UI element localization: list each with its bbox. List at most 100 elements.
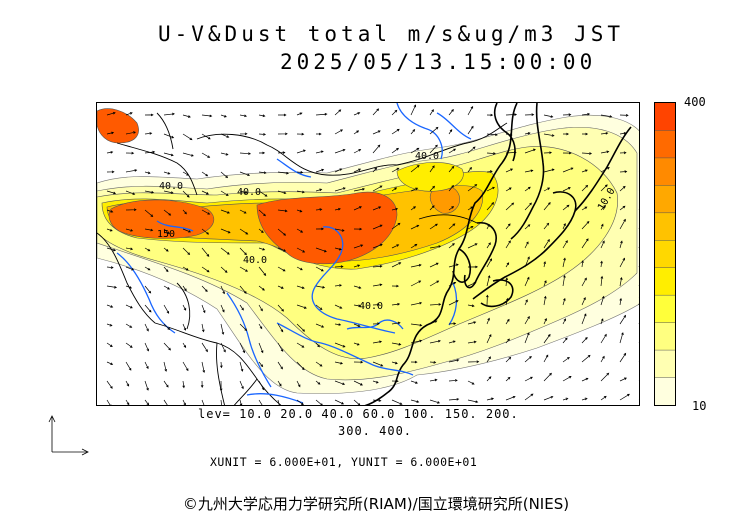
wind-arrow [239, 190, 248, 194]
wind-arrow [429, 245, 442, 249]
wind-arrow [372, 361, 384, 367]
wind-arrow [619, 218, 626, 230]
wind-arrow [410, 129, 416, 135]
wind-arrow [581, 152, 593, 155]
wind-arrow [239, 285, 247, 294]
wind-arrow [410, 280, 422, 287]
wind-arrow [429, 223, 438, 230]
wind-arrow [201, 342, 208, 353]
wind-arrow [410, 187, 419, 192]
wind-arrow [315, 323, 325, 328]
contour-levels-line1: lev= 10.0 20.0 40.0 60.0 100. 150. 200. [198, 407, 519, 421]
wind-arrow [638, 115, 639, 116]
wind-arrow [239, 399, 243, 405]
wind-arrow [315, 266, 324, 272]
wind-arrow [125, 304, 133, 309]
wind-arrow [296, 342, 305, 348]
wind-arrow [372, 283, 383, 287]
wind-arrow [334, 323, 342, 326]
wind-arrow [277, 190, 287, 195]
wind-arrow [106, 170, 115, 174]
wind-arrow [296, 132, 305, 136]
wind-arrow [619, 240, 623, 249]
wind-arrow [258, 380, 265, 391]
wind-vectors [106, 104, 639, 405]
contour-levels-line2: 300. 400. [338, 424, 413, 438]
wind-arrow [334, 284, 343, 287]
wind-arrow [334, 342, 346, 348]
wind-arrow [638, 361, 639, 362]
wind-arrow [467, 146, 476, 154]
wind-arrow [182, 152, 194, 157]
wind-arrow [334, 265, 344, 268]
wind-arrow [410, 339, 423, 344]
wind-arrow [239, 228, 249, 235]
wind-arrow [391, 284, 400, 288]
wind-arrow [448, 165, 455, 173]
wind-arrow [429, 378, 438, 382]
wind-arrow [182, 190, 190, 198]
wind-arrow [315, 285, 326, 289]
wind-arrow [277, 151, 286, 154]
wind-arrow [505, 187, 512, 192]
wind-arrow [201, 114, 213, 118]
contour-label: 40.0 [415, 151, 439, 162]
wind-arrow [163, 133, 175, 139]
wind-arrow [524, 276, 530, 287]
wind-arrow [448, 340, 456, 344]
wind-arrow [258, 133, 267, 136]
contour-label: 40.0 [243, 255, 267, 266]
wind-arrow [543, 133, 555, 137]
wind-arrow [182, 380, 186, 389]
wind-arrow [619, 113, 629, 117]
wind-arrow [429, 262, 439, 268]
wind-arrow [106, 285, 118, 289]
wind-arrow [201, 266, 210, 273]
wind-arrow [429, 339, 441, 344]
wind-arrow [334, 129, 344, 135]
wind-arrow [524, 332, 530, 344]
wind-arrow [524, 356, 532, 363]
wind-arrow [562, 113, 572, 117]
wind-arrow [163, 171, 171, 175]
wind-arrow [581, 313, 587, 325]
wind-arrow [239, 380, 244, 390]
wind-arrow [334, 187, 346, 192]
wind-arrow [163, 342, 172, 351]
wind-arrow [581, 220, 590, 230]
wind-arrow [334, 399, 345, 405]
dust-map: 40.0 40.0 150 40.0 40.0 40.0 10.0 [96, 102, 640, 406]
dust-level-200-northwest [97, 108, 139, 144]
wind-arrow [258, 323, 263, 330]
wind-arrow [220, 304, 225, 313]
wind-arrow [334, 228, 345, 232]
color-scale-swatch [655, 267, 675, 296]
wind-arrow [638, 322, 639, 324]
wind-arrow [524, 169, 534, 173]
wind-arrow [144, 150, 156, 154]
wind-arrow [277, 304, 284, 312]
wind-arrow [372, 243, 383, 249]
wind-arrow [220, 171, 229, 179]
wind-arrow [315, 342, 320, 348]
wind-arrow [486, 170, 493, 173]
wind-arrow [391, 147, 399, 154]
wind-arrow [144, 132, 153, 135]
wind-arrow [296, 361, 305, 371]
wind-arrow [619, 257, 625, 268]
wind-arrow [106, 323, 113, 327]
color-scale-swatch [655, 322, 675, 351]
wind-arrow [258, 285, 265, 291]
wind-arrow [125, 361, 132, 371]
wind-arrow [144, 228, 154, 232]
wind-arrow [429, 361, 437, 364]
wind-arrow [296, 323, 306, 332]
wind-arrow [581, 238, 589, 249]
wind-arrow [524, 241, 529, 249]
wind-arrow [201, 133, 211, 140]
wind-arrow [201, 304, 206, 314]
wind-arrow [239, 132, 248, 136]
wind-arrow [372, 264, 383, 268]
wind-arrow [562, 151, 572, 155]
wind-arrow [600, 150, 610, 154]
